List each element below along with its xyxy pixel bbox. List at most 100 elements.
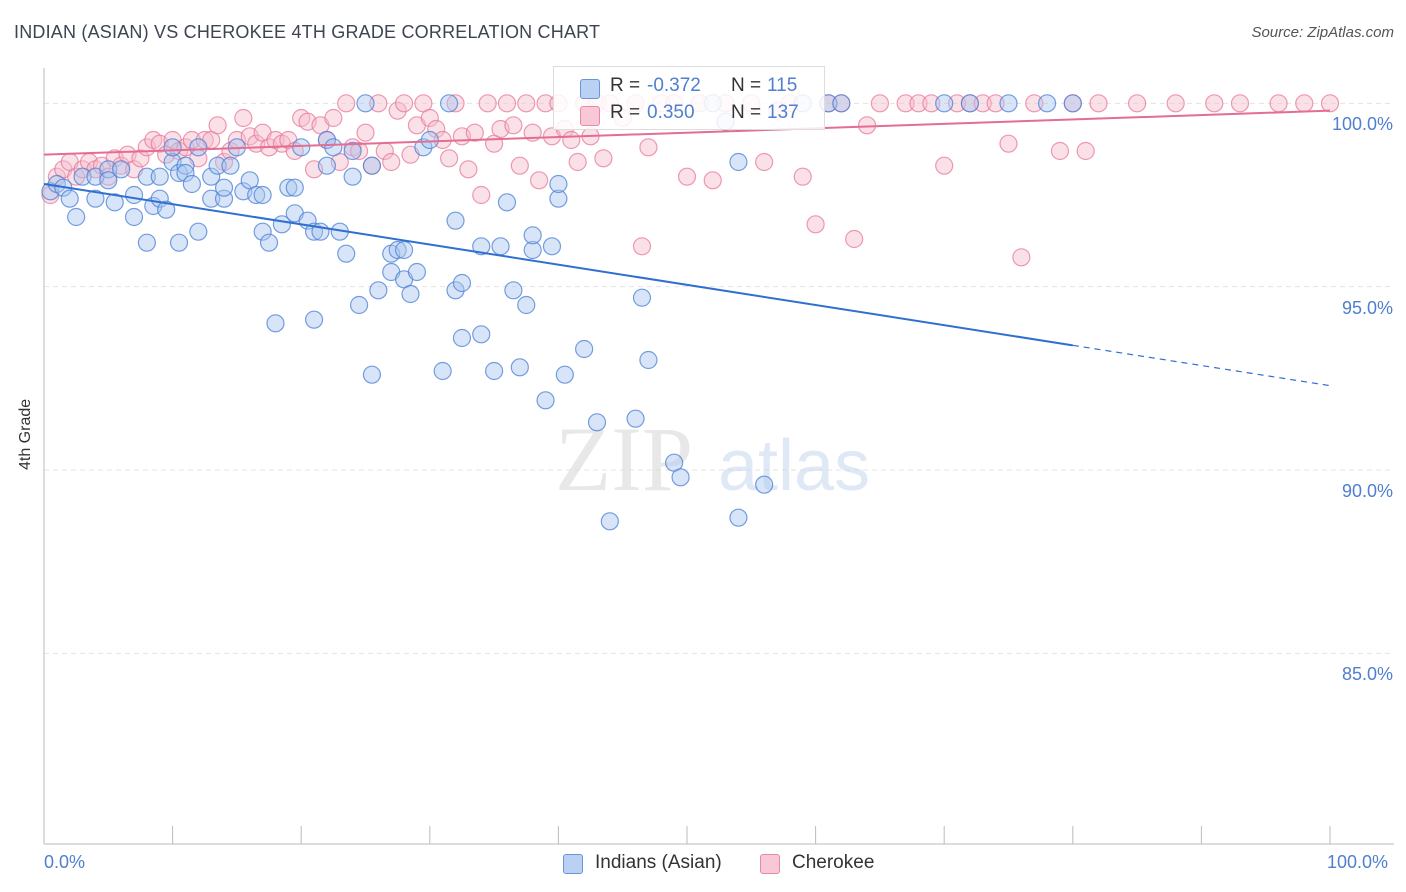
data-point	[832, 94, 851, 113]
r-value: 0.350	[647, 102, 695, 123]
data-point	[202, 189, 221, 208]
data-point	[909, 94, 928, 113]
data-point	[343, 167, 362, 186]
data-point	[394, 94, 414, 113]
data-point	[870, 94, 890, 113]
stats-legend: R = -0.372 N = 115 R = 0.350 N = 137	[553, 66, 825, 130]
data-point	[947, 94, 967, 113]
data-point	[189, 222, 208, 241]
data-point	[324, 108, 343, 128]
watermark-atlas: atlas	[718, 426, 870, 506]
data-point	[420, 130, 439, 150]
data-point	[729, 152, 748, 172]
data-point	[446, 211, 465, 230]
data-point	[324, 138, 343, 157]
data-point	[793, 167, 812, 186]
y-tick-label: 90.0%	[1341, 481, 1393, 501]
data-point	[356, 123, 375, 142]
data-point	[510, 156, 529, 175]
data-point	[1127, 94, 1147, 113]
data-point	[999, 134, 1018, 153]
n-value: 115	[767, 75, 798, 96]
data-point	[163, 138, 182, 157]
data-point	[234, 108, 253, 128]
trend-line-indians	[43, 183, 1073, 347]
data-point	[472, 237, 491, 256]
data-point	[523, 226, 542, 245]
data-point	[562, 130, 581, 150]
r-label: R =	[610, 75, 641, 96]
data-point	[73, 167, 92, 186]
data-point	[446, 94, 465, 113]
data-point	[845, 229, 864, 249]
data-point	[202, 167, 221, 186]
data-point	[427, 119, 446, 139]
data-point	[536, 391, 555, 410]
x-tick-min: 0.0%	[44, 852, 86, 872]
data-point	[343, 141, 362, 161]
data-point	[1050, 141, 1070, 161]
data-point	[182, 130, 201, 150]
data-point	[279, 178, 298, 197]
data-point	[1037, 94, 1057, 113]
data-point	[362, 365, 382, 384]
data-point	[472, 325, 491, 344]
data-point	[575, 339, 594, 359]
data-point	[986, 94, 1005, 113]
data-point	[478, 94, 497, 113]
data-point	[639, 138, 658, 157]
data-point	[587, 413, 607, 432]
data-point	[1012, 248, 1031, 267]
data-point	[1230, 94, 1250, 113]
data-point	[999, 94, 1018, 113]
data-point	[491, 237, 510, 256]
data-point	[1166, 94, 1185, 113]
legend-label: Indians (Asian)	[595, 852, 722, 873]
data-point	[176, 138, 195, 157]
data-point	[549, 189, 568, 208]
data-point	[137, 167, 156, 186]
data-point	[67, 167, 86, 186]
cherokee-swatch	[760, 854, 780, 874]
data-point	[729, 508, 748, 527]
data-point	[86, 189, 105, 208]
data-point	[626, 409, 645, 428]
data-point	[632, 288, 652, 307]
data-point	[1025, 94, 1044, 113]
data-point	[169, 163, 189, 183]
data-point	[446, 281, 465, 300]
data-point	[112, 160, 131, 179]
data-point	[1076, 141, 1095, 161]
watermark: ZIP atlas	[555, 408, 870, 510]
data-point	[935, 94, 954, 113]
data-point	[169, 233, 189, 252]
data-point	[369, 94, 388, 113]
y-tick-label: 100.0%	[1331, 114, 1393, 135]
data-point	[388, 240, 407, 260]
trend-line-indians-extension	[1072, 344, 1331, 387]
r-label: R =	[610, 102, 641, 123]
data-point	[497, 94, 517, 113]
data-point	[1269, 94, 1288, 113]
data-point	[176, 156, 195, 175]
data-point	[530, 171, 549, 190]
data-point	[99, 171, 118, 190]
data-point	[973, 94, 992, 113]
data-point	[517, 94, 536, 113]
data-point	[639, 350, 658, 370]
axes	[43, 68, 1394, 845]
chart-title: INDIAN (ASIAN) VS CHEROKEE 4TH GRADE COR…	[14, 22, 601, 42]
data-point	[105, 193, 124, 212]
data-point	[60, 189, 79, 208]
data-point	[304, 310, 324, 329]
data-point	[1295, 94, 1314, 113]
data-point	[137, 233, 156, 252]
data-point	[253, 185, 272, 205]
data-point	[253, 222, 272, 241]
data-point	[1063, 94, 1082, 113]
data-point	[388, 101, 407, 120]
data-point	[349, 295, 369, 315]
data-point	[266, 314, 285, 333]
data-point	[337, 244, 356, 263]
data-point	[632, 237, 652, 256]
